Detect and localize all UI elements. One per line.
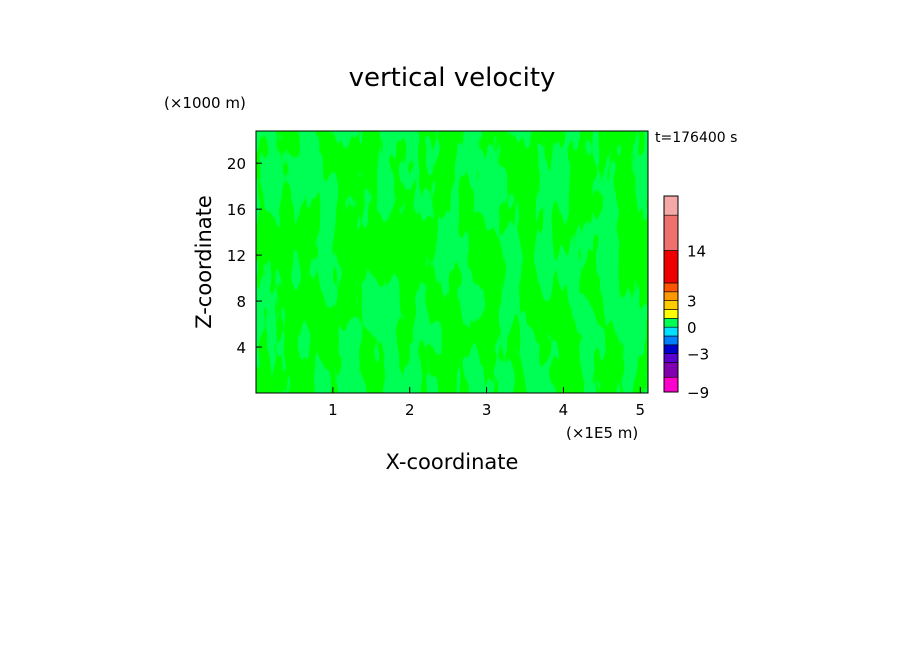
colorbar-segment	[663, 362, 679, 378]
x-tick-label: 1	[328, 401, 338, 419]
colorbar-segment	[663, 309, 679, 319]
x-tick-label: 3	[482, 401, 492, 419]
y-axis-label: Z-coordinate	[192, 195, 216, 329]
colorbar-segment	[663, 300, 679, 310]
x-tick-label: 4	[559, 401, 569, 419]
colorbar-segment	[663, 353, 679, 363]
colorbar-label: 0	[687, 319, 697, 337]
colorbar-label: −9	[687, 384, 709, 402]
x-tick-label: 5	[636, 401, 646, 419]
colorbar-segment	[663, 376, 679, 393]
y-unit-label: (×1000 m)	[164, 94, 246, 112]
x-unit-label: (×1E5 m)	[566, 424, 638, 442]
colorbar-label: −3	[687, 346, 709, 364]
x-tick-label: 2	[405, 401, 415, 419]
x-axis-ticks: 1 2 3 4 5	[328, 387, 645, 419]
y-tick-label: 4	[236, 339, 246, 357]
y-tick-label: 20	[227, 155, 246, 173]
colorbar-segment	[663, 335, 679, 346]
colorbar-label: 14	[687, 243, 706, 261]
colorbar-segment	[663, 250, 679, 284]
colorbar-label: 3	[687, 293, 697, 311]
time-label: t=176400 s	[655, 130, 737, 146]
y-axis-ticks: 4 8 12 16 20	[227, 155, 262, 357]
colorbar-segment	[663, 318, 679, 328]
y-tick-label: 12	[227, 247, 246, 265]
colorbar-segment	[663, 282, 679, 293]
x-axis-label: X-coordinate	[386, 450, 519, 474]
chart-title: vertical velocity	[349, 63, 556, 93]
colorbar: 14 3 0 −3 −9	[663, 195, 709, 402]
colorbar-segment	[663, 291, 679, 301]
colorbar-segment	[663, 195, 679, 216]
colorbar-segment	[663, 214, 679, 251]
colorbar-frame	[663, 195, 679, 393]
y-tick-label: 8	[236, 293, 246, 311]
y-tick-label: 16	[227, 201, 246, 219]
field-positive	[256, 131, 648, 393]
plot-area	[256, 131, 648, 393]
colorbar-segment	[663, 326, 679, 337]
plot-frame	[255, 130, 649, 394]
colorbar-segment	[663, 344, 679, 354]
